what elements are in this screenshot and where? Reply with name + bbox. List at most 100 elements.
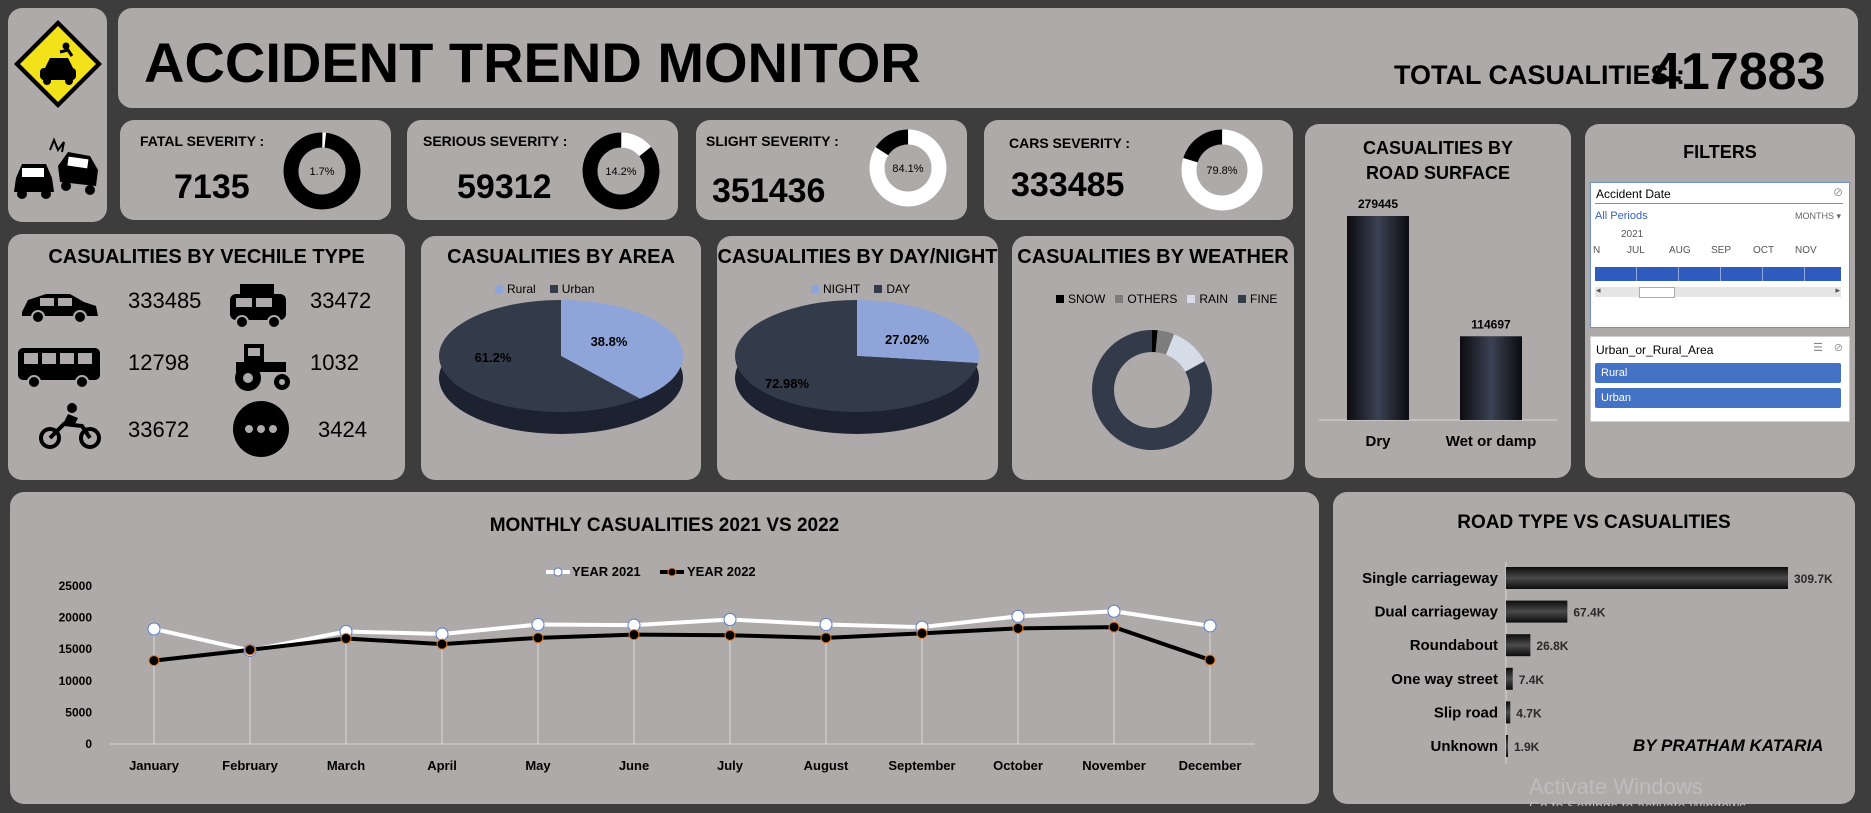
donut-percent: 14.2% [605, 166, 636, 178]
series-line [153, 609, 1211, 653]
x-tick-label: April [427, 758, 457, 773]
urban-rural-slicer[interactable]: Urban_or_Rural_Area ☰ ⊘ Rural Urban [1590, 336, 1850, 422]
bar-data-label: 67.4K [1573, 606, 1605, 620]
series-point [435, 627, 449, 641]
option-label: Rural [1601, 367, 1628, 379]
legend-label: DAY [886, 282, 911, 296]
filters-panel: FILTERS Accident Date ⊘ All Periods MONT… [1585, 124, 1855, 478]
chevron-down-icon: ▾ [1836, 211, 1841, 221]
bar-category-label: Single carriageway [1362, 570, 1499, 587]
x-tick-label: August [804, 758, 849, 773]
van-icon [230, 284, 286, 329]
multi-select-icon[interactable]: ☰ [1813, 342, 1823, 354]
monthly-line-chart: YEAR 2021 YEAR 2022 25000 20000 15000 10000… [59, 564, 1255, 773]
timeline-bar[interactable] [1595, 267, 1841, 281]
legend-item: OTHERS [1115, 292, 1177, 306]
weather-chart-panel: CASUALITIES BY WEATHER SNOW OTHERS RAIN … [1012, 236, 1294, 480]
y-tick-label: 15000 [59, 642, 93, 656]
bar-data-label: 1.9K [1514, 740, 1540, 754]
donut-fill [283, 132, 361, 210]
vehicle-type-panel: CASUALITIES BY VECHILE TYPE 333485 33472… [8, 234, 405, 480]
scroll-left-icon[interactable]: ◂ [1596, 285, 1601, 295]
timeline-scrollbar[interactable]: ◂ ▸ [1595, 285, 1841, 298]
road-surface-title-line2: ROAD SURFACE [1365, 163, 1510, 183]
road-type-bar [1506, 701, 1511, 724]
x-tick-label: June [619, 758, 649, 773]
kpi-value: 59312 [457, 168, 552, 206]
page-title: ACCIDENT TREND MONITOR [144, 31, 921, 94]
series-point [1108, 621, 1120, 633]
series-point [531, 618, 545, 632]
bar-data-label: 26.8K [1536, 639, 1568, 653]
pie-label: 72.98% [765, 376, 810, 391]
option-label: Urban [1601, 392, 1631, 404]
slicer-option-rural[interactable]: Rural [1595, 363, 1841, 383]
month-label: OCT [1753, 245, 1775, 256]
donut-percent: 1.7% [309, 166, 334, 178]
all-periods-label[interactable]: All Periods [1595, 210, 1648, 222]
scroll-thumb[interactable] [1639, 287, 1675, 298]
bike-icon [39, 403, 101, 449]
surface-bar [1460, 336, 1522, 420]
legend-label: Urban [561, 282, 595, 296]
bar-category-label: Dual carriageway [1375, 604, 1499, 621]
legend-item: Urban [549, 282, 595, 296]
series-point [244, 644, 256, 656]
slicer-header: Urban_or_Rural_Area [1596, 343, 1714, 357]
kpi-label: SLIGHT SEVERITY : [706, 133, 839, 149]
legend-label: NIGHT [823, 282, 861, 296]
vehicle-value-others: 3424 [318, 417, 367, 442]
road-type-title: ROAD TYPE VS CASUALITIES [1457, 512, 1731, 533]
daynight-pie: 27.02% 72.98% [735, 300, 979, 434]
bar-data-label: 309.7K [1794, 572, 1833, 586]
road-type-bar-chart: Single carriageway 309.7K Dual carriageway… [1362, 562, 1833, 764]
activate-windows-hint: Go to Settings to activate Windows. [1529, 798, 1750, 806]
period-unit-dropdown[interactable]: MONTHS ▾ [1795, 211, 1841, 222]
daynight-legend: NIGHT DAY [811, 282, 910, 296]
bar-category-label: Dry [1365, 433, 1391, 450]
donut-fill [1181, 129, 1263, 211]
clear-filter-icon[interactable]: ⊘ [1833, 342, 1843, 354]
donut-percent: 84.1% [892, 163, 923, 175]
vehicle-value-van: 33472 [310, 288, 372, 313]
y-tick-label: 25000 [59, 579, 93, 593]
pie-label: 38.8% [591, 334, 628, 349]
donut-slice [1155, 330, 1175, 355]
series-point [819, 618, 833, 632]
weather-donut [1092, 330, 1212, 450]
y-tick-label: 20000 [59, 611, 93, 625]
accident-date-slicer[interactable]: Accident Date ⊘ All Periods MONTHS ▾ 202… [1590, 182, 1850, 328]
road-type-bar [1506, 735, 1508, 757]
road-type-bar [1506, 600, 1568, 623]
donut-slice [1092, 330, 1212, 450]
kpi-label: CARS SEVERITY : [1009, 135, 1131, 151]
weather-chart-title: CASUALITIES BY WEATHER [1017, 246, 1289, 268]
series-point [1012, 622, 1024, 634]
y-tick-label: 5000 [65, 705, 92, 719]
series-point [724, 629, 736, 641]
series-point [147, 622, 161, 636]
legend-label: FINE [1250, 292, 1278, 306]
legend-label: YEAR 2021 [572, 564, 641, 579]
x-tick-label: March [327, 758, 365, 773]
month-label: SEP [1711, 245, 1732, 256]
area-pie: 38.8% 61.2% [439, 300, 683, 434]
kpi-donut: 84.1% [869, 129, 947, 207]
scroll-right-icon[interactable]: ▸ [1835, 285, 1840, 295]
kpi-donut: 1.7% [283, 132, 361, 210]
bar-data-label: 7.4K [1519, 673, 1545, 687]
x-tick-label: September [888, 758, 955, 773]
road-surface-title-line1: CASUALITIES BY [1362, 138, 1513, 158]
month-label: AUG [1669, 245, 1691, 256]
activate-windows-watermark: Activate Windows [1529, 774, 1703, 799]
bar-data-label: 114697 [1471, 317, 1511, 331]
series-point [1107, 604, 1121, 618]
clear-filter-icon[interactable]: ⊘ [1832, 185, 1843, 199]
legend-marker [553, 567, 563, 577]
kpi-card-cars: CARS SEVERITY : 333485 79.8% [984, 120, 1293, 220]
donut-slice [1165, 334, 1205, 372]
bar-category-label: Roundabout [1410, 637, 1498, 654]
slicer-option-urban[interactable]: Urban [1595, 388, 1841, 408]
road-surface-panel: CASUALITIES BY ROAD SURFACE 279445 Dry 114… [1305, 124, 1571, 478]
x-tick-label: February [222, 758, 278, 773]
